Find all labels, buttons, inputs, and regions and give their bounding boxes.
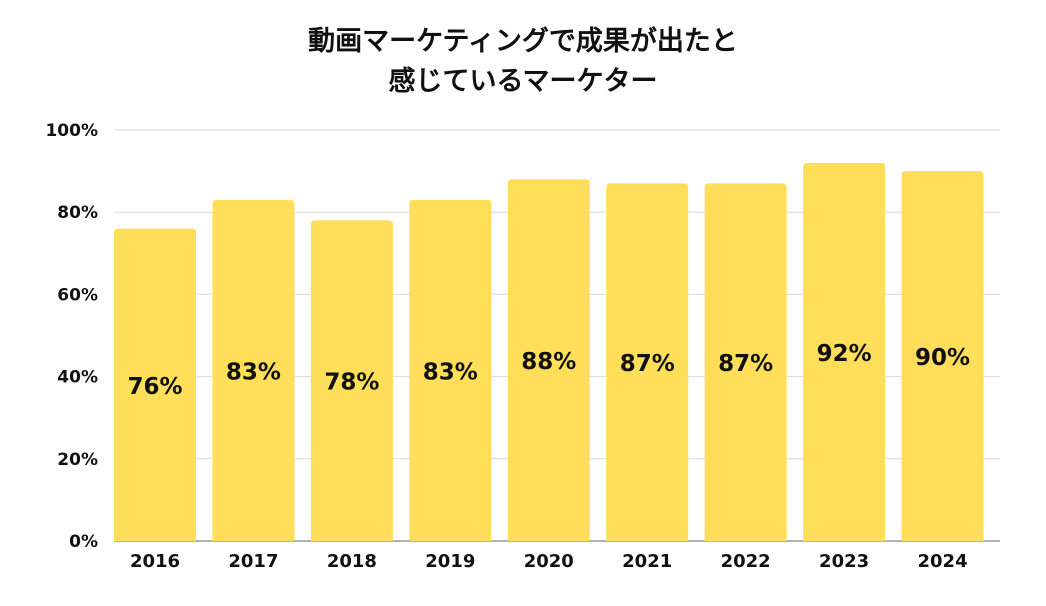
data-labels: 76% 83% 78% 83% 88% 87% 87% 92% 90% (127, 341, 970, 400)
data-label-2021: 87% (620, 351, 675, 377)
bar-2018 (310, 220, 393, 542)
x-tick-label-2019: 2019 (425, 551, 475, 572)
data-label-2019: 83% (423, 359, 478, 385)
chart-title: 動画マーケティングで成果が出たと 感じているマーケター (0, 22, 1046, 102)
bar-2021 (606, 183, 689, 541)
bars (114, 162, 984, 542)
x-tick-label-2022: 2022 (721, 551, 771, 572)
y-tick-label: 20% (57, 450, 98, 470)
bar-2023 (803, 162, 886, 541)
data-label-2022: 87% (718, 351, 773, 377)
x-tick-label-2017: 2017 (228, 551, 278, 572)
x-tick-label-2021: 2021 (622, 551, 672, 572)
bar-2024 (901, 171, 984, 541)
y-tick-label: 80% (57, 203, 98, 223)
x-tick-label-2018: 2018 (327, 551, 377, 572)
data-label-2020: 88% (521, 349, 576, 375)
bar-2016 (114, 228, 196, 541)
bar-2022 (704, 183, 787, 541)
y-tick-label: 0% (69, 532, 98, 552)
x-axis-ticks: 2016 2017 2018 2019 2020 2021 2022 2023 2024 (130, 551, 968, 572)
data-label-2023: 92% (817, 341, 872, 367)
x-tick-label-2023: 2023 (819, 551, 869, 572)
chart-title-line-2: 感じているマーケター (388, 66, 658, 97)
data-label-2018: 78% (324, 370, 379, 396)
y-axis-ticks: 0% 20% 40% 60% 80% 100% (45, 121, 98, 552)
y-tick-label: 40% (57, 368, 98, 388)
data-label-2024: 90% (915, 345, 970, 371)
y-tick-label: 60% (57, 285, 98, 305)
bar-2020 (507, 179, 590, 541)
bar-2019 (409, 199, 492, 541)
x-tick-label-2024: 2024 (918, 551, 968, 572)
data-label-2016: 76% (127, 374, 182, 400)
x-tick-label-2016: 2016 (130, 551, 180, 572)
bar-2017 (212, 199, 295, 541)
data-label-2017: 83% (226, 359, 281, 385)
chart-title-line-1: 動画マーケティングで成果が出たと (308, 26, 738, 57)
y-tick-label: 100% (45, 121, 98, 141)
x-tick-label-2020: 2020 (524, 551, 574, 572)
